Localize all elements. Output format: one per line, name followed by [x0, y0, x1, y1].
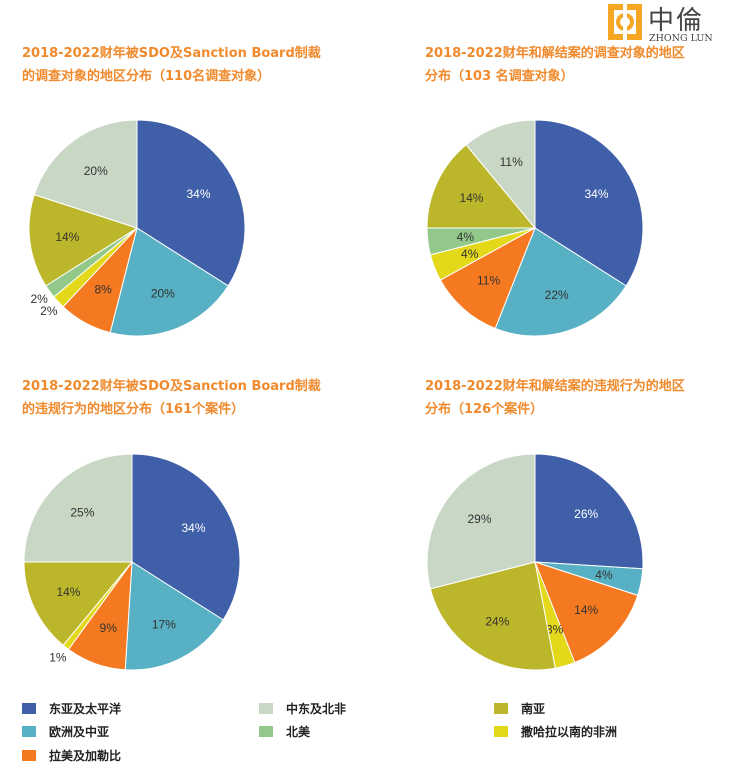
chart-2-label-5: 14%: [459, 191, 483, 205]
chart-4-slice-5: [426, 453, 536, 590]
logo-mark-icon: [608, 4, 642, 40]
chart-3-slice-5: [23, 453, 133, 563]
chart-1-label-1: 20%: [151, 286, 175, 300]
chart-3-title: 2018-2022财年被SDO及Sanction Board制裁 的违规行为的地…: [22, 375, 342, 421]
chart-2-title-line1: 2018-2022财年和解结案的调查对象的地区: [425, 46, 685, 61]
chart-2-title-line2: 分布（103 名调查对象）: [425, 69, 574, 84]
legend-item: 欧洲及中亚: [22, 723, 109, 740]
chart-3-label-2: 9%: [100, 621, 118, 635]
chart-3-slice-0: [131, 453, 241, 621]
chart-2-slice-0: [534, 119, 644, 287]
legend-item: 中东及北非: [259, 700, 346, 717]
chart-4-slice-2: [534, 561, 639, 664]
chart-4-title-line2: 分布（126个案件）: [425, 402, 544, 417]
chart-3-label-4: 14%: [56, 585, 80, 599]
legend-label: 拉美及加勒比: [49, 749, 122, 763]
chart-1-title: 2018-2022财年被SDO及Sanction Board制裁 的调查对象的地…: [22, 42, 342, 88]
chart-3-title-line1: 2018-2022财年被SDO及Sanction Board制裁: [22, 379, 321, 394]
legend-swatch: [259, 726, 273, 737]
chart-3-label-0: 34%: [182, 521, 206, 535]
chart-2-label-2: 11%: [477, 274, 500, 288]
chart-1-label-5: 14%: [55, 230, 79, 244]
legend-swatch: [494, 703, 508, 714]
chart-2-label-1: 22%: [545, 288, 569, 302]
chart-1-label-4: 2%: [30, 292, 48, 306]
chart-2-label-6: 11%: [500, 155, 523, 169]
chart-1-label-3: 2%: [40, 304, 58, 318]
chart-3-title-line2: 的违规行为的地区分布（161个案件）: [22, 402, 245, 417]
chart-1-slice-5: [28, 193, 139, 287]
chart-1-slice-1: [109, 227, 229, 337]
logo-text-cn: 中倫: [648, 6, 705, 36]
chart-2-label-4: 4%: [457, 230, 475, 244]
chart-1-label-6: 20%: [84, 164, 108, 178]
chart-4-slice-0: [534, 453, 644, 570]
chart-4-label-0: 26%: [574, 507, 598, 521]
legend-item: 撒哈拉以南的非洲: [494, 723, 617, 740]
chart-2-title: 2018-2022财年和解结案的调查对象的地区 分布（103 名调查对象）: [425, 42, 738, 88]
chart-4-label-2: 14%: [574, 603, 598, 617]
chart-4-slice-4: [429, 561, 556, 671]
legend-label: 南亚: [521, 702, 546, 716]
chart-1-label-0: 34%: [187, 187, 211, 201]
chart-2-label-3: 4%: [461, 247, 479, 261]
chart-2-slice-1: [494, 227, 627, 337]
logo-text-en: ZHONG LUN: [649, 33, 713, 44]
chart-1-title-line1: 2018-2022财年被SDO及Sanction Board制裁: [22, 46, 321, 61]
legend-swatch: [22, 750, 36, 761]
legend-item: 北美: [259, 723, 310, 740]
chart-4-label-3: 3%: [546, 622, 564, 636]
chart-1-slice-6: [33, 119, 138, 229]
chart-1-title-line2: 的调查对象的地区分布（110名调查对象）: [22, 69, 271, 84]
legend-label: 东亚及太平洋: [49, 702, 122, 716]
chart-3-label-5: 25%: [70, 505, 94, 519]
chart-2-slice-5: [426, 144, 537, 229]
chart-2-slice-2: [439, 226, 536, 330]
chart-4-label-4: 24%: [485, 614, 509, 628]
chart-4-label-5: 29%: [468, 512, 492, 526]
chart-3-label-1: 17%: [152, 618, 176, 632]
chart-2-slice-6: [465, 119, 536, 230]
chart-3-slice-1: [124, 561, 224, 671]
legend-swatch: [22, 703, 36, 714]
chart-4-title-line1: 2018-2022财年和解结案的违规行为的地区: [425, 379, 685, 394]
legend-label: 欧洲及中亚: [49, 725, 110, 739]
legend-label: 中东及北非: [286, 702, 347, 716]
chart-2-label-0: 34%: [585, 187, 609, 201]
legend-item: 东亚及太平洋: [22, 700, 121, 717]
chart-4-title: 2018-2022财年和解结案的违规行为的地区 分布（126个案件）: [425, 375, 738, 421]
legend-swatch: [494, 726, 508, 737]
chart-1-slice-0: [136, 119, 246, 287]
legend-swatch: [22, 726, 36, 737]
chart-4-label-1: 4%: [595, 568, 613, 582]
legend-item: 南亚: [494, 700, 545, 717]
legend-label: 北美: [286, 725, 311, 739]
chart-3-slice-4: [23, 561, 134, 646]
chart-3-label-3: 1%: [49, 651, 67, 665]
chart-1-label-2: 8%: [95, 283, 113, 297]
legend-swatch: [259, 703, 273, 714]
legend-label: 撒哈拉以南的非洲: [521, 725, 618, 739]
legend-item: 拉美及加勒比: [22, 747, 121, 764]
zhonglun-logo: 中倫 ZHONG LUN: [606, 2, 738, 46]
